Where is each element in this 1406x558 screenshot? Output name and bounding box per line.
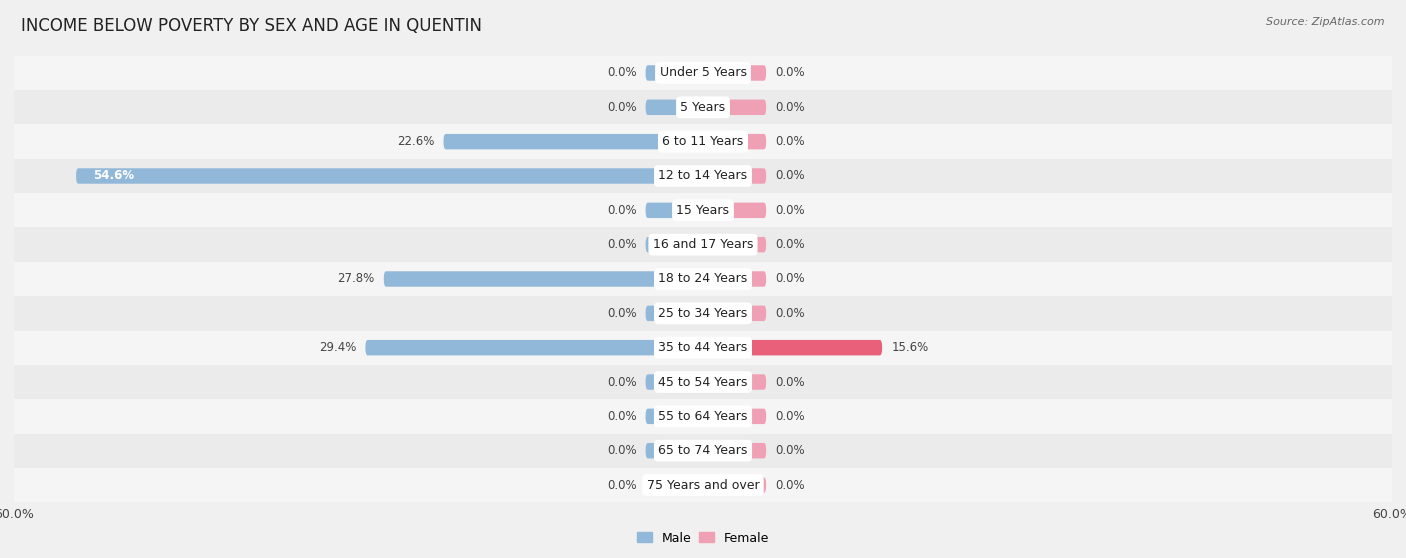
Text: 12 to 14 Years: 12 to 14 Years [658, 170, 748, 182]
FancyBboxPatch shape [703, 237, 766, 252]
Text: 0.0%: 0.0% [775, 376, 806, 388]
Legend: Male, Female: Male, Female [631, 527, 775, 550]
Text: 0.0%: 0.0% [607, 410, 637, 423]
FancyBboxPatch shape [703, 65, 766, 81]
Text: 35 to 44 Years: 35 to 44 Years [658, 341, 748, 354]
FancyBboxPatch shape [384, 271, 703, 287]
Bar [14, 56, 1392, 90]
Text: 65 to 74 Years: 65 to 74 Years [658, 444, 748, 457]
FancyBboxPatch shape [76, 169, 703, 184]
Text: 0.0%: 0.0% [775, 479, 806, 492]
FancyBboxPatch shape [703, 271, 766, 287]
Text: 0.0%: 0.0% [607, 376, 637, 388]
FancyBboxPatch shape [703, 203, 766, 218]
Text: 0.0%: 0.0% [775, 170, 806, 182]
Text: INCOME BELOW POVERTY BY SEX AND AGE IN QUENTIN: INCOME BELOW POVERTY BY SEX AND AGE IN Q… [21, 17, 482, 35]
Text: 0.0%: 0.0% [607, 238, 637, 251]
Bar [14, 90, 1392, 124]
Bar [14, 228, 1392, 262]
Text: Under 5 Years: Under 5 Years [659, 66, 747, 79]
Text: 0.0%: 0.0% [775, 272, 806, 286]
Bar [14, 399, 1392, 434]
Text: 18 to 24 Years: 18 to 24 Years [658, 272, 748, 286]
FancyBboxPatch shape [645, 99, 703, 115]
FancyBboxPatch shape [645, 443, 703, 459]
Text: 0.0%: 0.0% [775, 444, 806, 457]
Text: 0.0%: 0.0% [775, 238, 806, 251]
FancyBboxPatch shape [645, 477, 703, 493]
Text: 6 to 11 Years: 6 to 11 Years [662, 135, 744, 148]
Bar [14, 434, 1392, 468]
Text: 0.0%: 0.0% [775, 135, 806, 148]
Text: 5 Years: 5 Years [681, 101, 725, 114]
Text: 15.6%: 15.6% [891, 341, 928, 354]
Bar [14, 365, 1392, 399]
Bar [14, 330, 1392, 365]
FancyBboxPatch shape [443, 134, 703, 150]
Text: 27.8%: 27.8% [337, 272, 374, 286]
Text: 75 Years and over: 75 Years and over [647, 479, 759, 492]
FancyBboxPatch shape [645, 237, 703, 252]
Text: 0.0%: 0.0% [775, 307, 806, 320]
FancyBboxPatch shape [645, 374, 703, 389]
FancyBboxPatch shape [703, 477, 766, 493]
FancyBboxPatch shape [703, 306, 766, 321]
Bar [14, 468, 1392, 502]
FancyBboxPatch shape [703, 374, 766, 389]
FancyBboxPatch shape [703, 99, 766, 115]
Text: 16 and 17 Years: 16 and 17 Years [652, 238, 754, 251]
FancyBboxPatch shape [703, 169, 766, 184]
Text: 0.0%: 0.0% [607, 101, 637, 114]
Text: 45 to 54 Years: 45 to 54 Years [658, 376, 748, 388]
Text: 0.0%: 0.0% [607, 204, 637, 217]
FancyBboxPatch shape [703, 443, 766, 459]
Text: 0.0%: 0.0% [607, 444, 637, 457]
FancyBboxPatch shape [645, 65, 703, 81]
Text: 0.0%: 0.0% [775, 66, 806, 79]
Text: 0.0%: 0.0% [607, 66, 637, 79]
FancyBboxPatch shape [703, 340, 882, 355]
FancyBboxPatch shape [645, 203, 703, 218]
Text: 15 Years: 15 Years [676, 204, 730, 217]
FancyBboxPatch shape [645, 306, 703, 321]
Bar [14, 262, 1392, 296]
Text: 0.0%: 0.0% [775, 410, 806, 423]
FancyBboxPatch shape [645, 408, 703, 424]
FancyBboxPatch shape [703, 134, 766, 150]
Text: 22.6%: 22.6% [396, 135, 434, 148]
Text: 25 to 34 Years: 25 to 34 Years [658, 307, 748, 320]
Text: 0.0%: 0.0% [607, 479, 637, 492]
Text: 0.0%: 0.0% [775, 204, 806, 217]
Text: 54.6%: 54.6% [93, 170, 135, 182]
Text: 29.4%: 29.4% [319, 341, 356, 354]
Bar [14, 296, 1392, 330]
Text: 0.0%: 0.0% [607, 307, 637, 320]
Text: 55 to 64 Years: 55 to 64 Years [658, 410, 748, 423]
FancyBboxPatch shape [366, 340, 703, 355]
Bar [14, 124, 1392, 159]
Text: Source: ZipAtlas.com: Source: ZipAtlas.com [1267, 17, 1385, 27]
Text: 0.0%: 0.0% [775, 101, 806, 114]
FancyBboxPatch shape [703, 408, 766, 424]
Bar [14, 193, 1392, 228]
Bar [14, 159, 1392, 193]
